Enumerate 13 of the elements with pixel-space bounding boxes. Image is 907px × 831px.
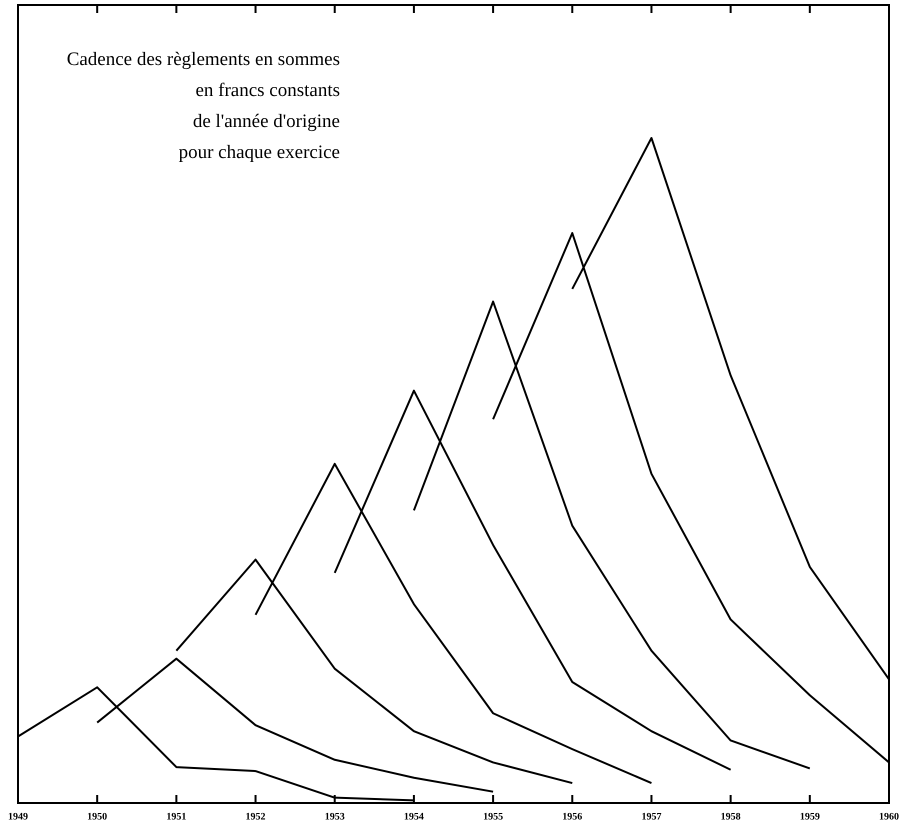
x-tick-label: 1956 <box>562 812 582 823</box>
x-tick-label: 1949 <box>8 812 28 823</box>
x-tick-label: 1955 <box>483 812 504 823</box>
x-tick-label: 1958 <box>720 812 741 823</box>
x-tick-label: 1960 <box>879 812 899 823</box>
x-tick-label: 1952 <box>246 812 266 823</box>
x-tick-label: 1957 <box>641 812 662 823</box>
x-tick-label: 1951 <box>166 812 186 823</box>
x-tick-label: 1950 <box>87 812 108 823</box>
x-tick-label: 1953 <box>324 812 345 823</box>
x-tick-label: 1959 <box>800 812 820 823</box>
x-tick-label: 1954 <box>404 812 424 823</box>
chart-title: Cadence des règlements en sommes en francs constants de l'année d'origine pour chaque exercice <box>66 48 340 165</box>
